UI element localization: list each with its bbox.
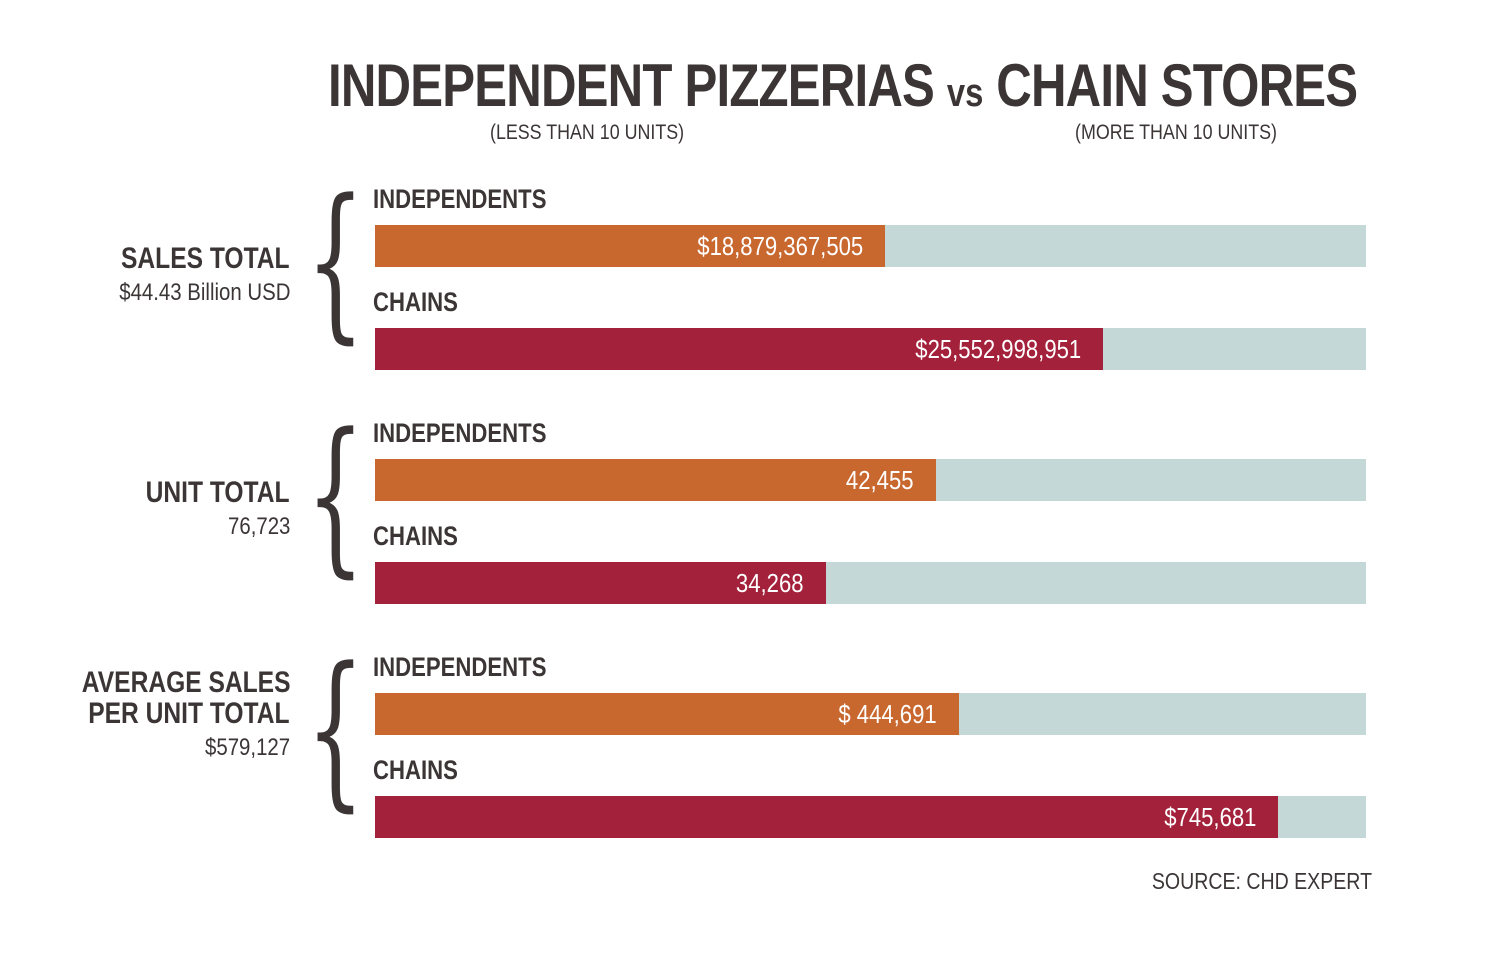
group-total: $44.43 Billion USD	[118, 279, 290, 306]
bar-value-label: 42,455	[846, 465, 914, 495]
bar-track: $18,879,367,505	[375, 225, 1366, 267]
bar-label-independents: INDEPENDENTS	[373, 652, 547, 682]
subtitle-chains: (MORE THAN 10 UNITS)	[1075, 121, 1277, 144]
bar-track: 42,455	[375, 459, 1366, 501]
bar-label-independents: INDEPENDENTS	[373, 418, 547, 448]
bar-track: $25,552,998,951	[375, 328, 1366, 370]
title-independent-pizzerias: INDEPENDENT PIZZERIAS	[328, 52, 935, 119]
title-vs: vs	[946, 71, 984, 115]
bar-label-chains: CHAINS	[373, 521, 458, 551]
group-label: AVERAGE SALES	[81, 666, 290, 699]
source-note: SOURCE: CHD EXPERT	[1151, 868, 1372, 894]
bar-label-chains: CHAINS	[373, 287, 458, 317]
bar-value-label: 34,268	[736, 568, 804, 598]
group-total: $579,127	[204, 734, 290, 761]
subtitle-independents: (LESS THAN 10 UNITS)	[490, 121, 685, 144]
group-total: 76,723	[227, 513, 290, 540]
group-label: SALES TOTAL	[121, 242, 290, 275]
curly-brace-icon: {	[306, 397, 365, 593]
bar-track: $745,681	[375, 796, 1366, 838]
group-label: PER UNIT TOTAL	[88, 697, 290, 730]
bar-track: 34,268	[375, 562, 1366, 604]
curly-brace-icon: {	[306, 163, 365, 359]
bar-independents: $ 444,691	[375, 693, 959, 735]
bar-independents: 42,455	[375, 459, 936, 501]
group-label: UNIT TOTAL	[146, 476, 290, 509]
bar-label-chains: CHAINS	[373, 755, 458, 785]
bar-independents: $18,879,367,505	[375, 225, 885, 267]
bar-chains: $745,681	[375, 796, 1278, 838]
bar-track: $ 444,691	[375, 693, 1366, 735]
chart-title: INDEPENDENT PIZZERIAS vs CHAIN STORES	[328, 48, 1358, 131]
bar-chains: 34,268	[375, 562, 826, 604]
bar-value-label: $18,879,367,505	[697, 231, 863, 261]
bar-value-label: $ 444,691	[838, 699, 937, 729]
curly-brace-icon: {	[306, 631, 365, 827]
title-chain-stores: CHAIN STORES	[996, 52, 1358, 119]
bar-value-label: $745,681	[1163, 802, 1256, 832]
bar-chains: $25,552,998,951	[375, 328, 1103, 370]
bar-label-independents: INDEPENDENTS	[373, 184, 547, 214]
bar-value-label: $25,552,998,951	[915, 334, 1081, 364]
